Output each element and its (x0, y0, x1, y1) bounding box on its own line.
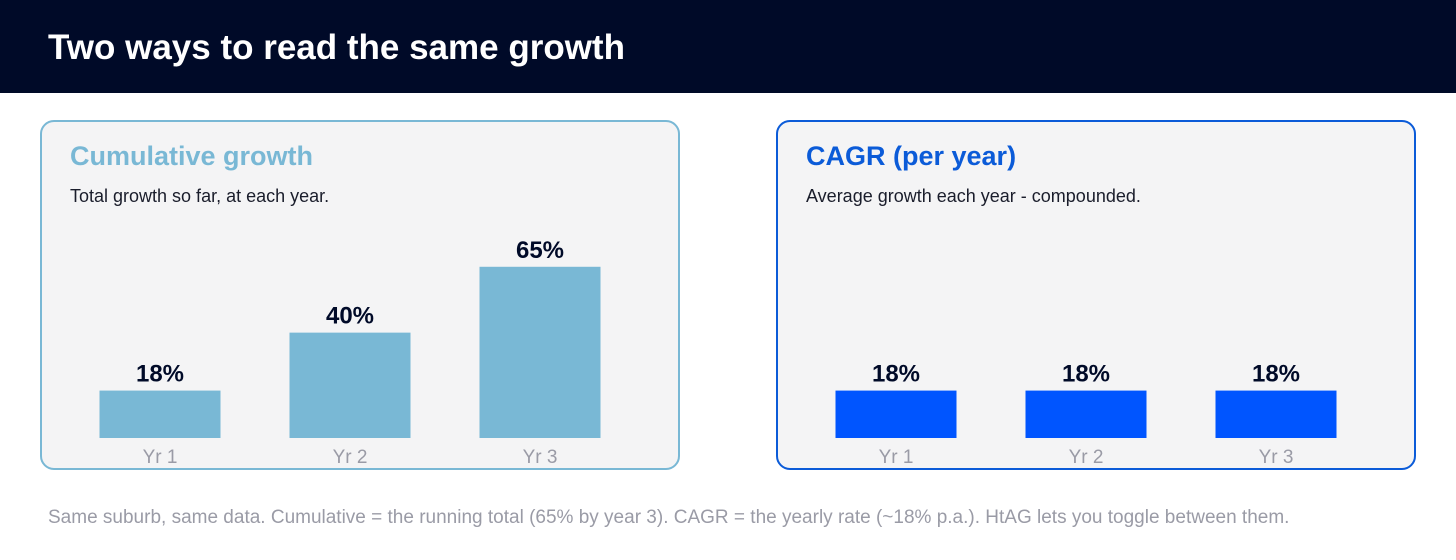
cumulative-x-tick-label-3: Yr 3 (523, 447, 558, 468)
cagr-x-tick-label-1: Yr 1 (879, 447, 914, 468)
cumulative-bar-3 (479, 266, 601, 438)
cagr-bar-2 (1025, 390, 1147, 438)
cagr-bar-value-label-1: 18% (872, 361, 920, 388)
cumulative-bar-1 (99, 390, 221, 438)
cagr-panel: CAGR (per year) Average growth each year… (776, 120, 1416, 470)
cagr-x-tick-label-2: Yr 2 (1069, 447, 1104, 468)
footnote: Same suburb, same data. Cumulative = the… (48, 507, 1290, 528)
cumulative-bar-value-label-2: 40% (326, 303, 374, 330)
cagr-x-tick-label-3: Yr 3 (1259, 447, 1294, 468)
cumulative-x-tick-label-2: Yr 2 (333, 447, 368, 468)
cumulative-bar-chart: 18% Yr 1 40% Yr 2 65% Yr 3 (99, 237, 601, 468)
cagr-bar-1 (835, 390, 957, 438)
cumulative-bar-2 (289, 332, 411, 438)
header-bar: Two ways to read the same growth (0, 0, 1456, 93)
cumulative-x-tick-label-1: Yr 1 (143, 447, 178, 468)
page-title: Two ways to read the same growth (48, 28, 625, 67)
cagr-chart-subtitle: Average growth each year - compounded. (806, 186, 1141, 206)
cagr-bar-chart: 18% Yr 1 18% Yr 2 18% Yr 3 (835, 361, 1337, 468)
cumulative-chart-subtitle: Total growth so far, at each year. (70, 186, 330, 206)
cagr-bar-3 (1215, 390, 1337, 438)
cagr-chart-title: CAGR (per year) (806, 141, 1017, 171)
cumulative-bar-value-label-1: 18% (136, 361, 184, 388)
cumulative-growth-panel: Cumulative growth Total growth so far, a… (40, 120, 680, 470)
cagr-bar-value-label-2: 18% (1062, 361, 1110, 388)
cumulative-bar-value-label-3: 65% (516, 237, 564, 264)
cumulative-chart-title: Cumulative growth (70, 141, 314, 171)
cagr-bar-value-label-3: 18% (1252, 361, 1300, 388)
